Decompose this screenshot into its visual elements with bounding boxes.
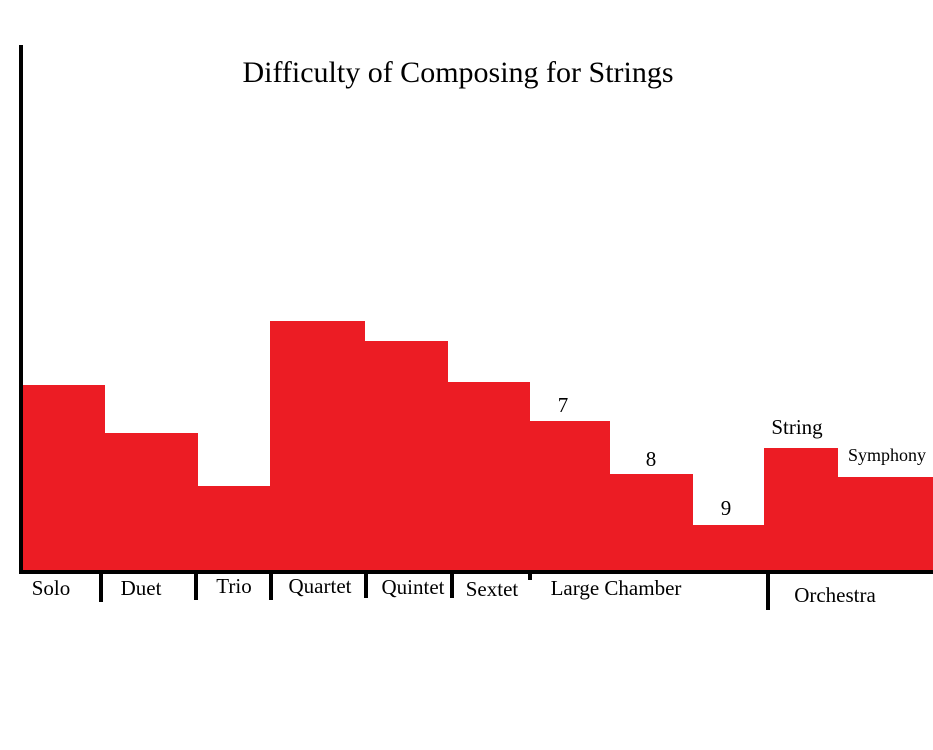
group-label: Orchestra [794, 583, 876, 607]
category-label: Symphony [848, 445, 926, 465]
category-label: 9 [721, 496, 732, 520]
bar [610, 474, 693, 570]
group-label: Large Chamber [551, 576, 682, 600]
category-label: Quintet [382, 575, 445, 599]
category-label: 7 [558, 393, 569, 417]
category-label: Sextet [466, 577, 519, 601]
bar [198, 486, 270, 570]
bar [530, 421, 610, 570]
bar [448, 382, 530, 570]
category-label: Trio [216, 574, 251, 598]
bar [22, 385, 105, 570]
bar [270, 321, 365, 570]
chart-title: Difficulty of Composing for Strings [242, 56, 673, 89]
bar [365, 341, 448, 570]
category-label: Quartet [289, 574, 352, 598]
bar [764, 448, 838, 570]
category-label: Duet [121, 576, 162, 600]
bar [105, 433, 198, 570]
bar [838, 477, 933, 570]
category-label: String [771, 415, 823, 439]
bar [693, 525, 764, 570]
category-label: Solo [32, 576, 71, 600]
category-label: 8 [646, 447, 657, 471]
